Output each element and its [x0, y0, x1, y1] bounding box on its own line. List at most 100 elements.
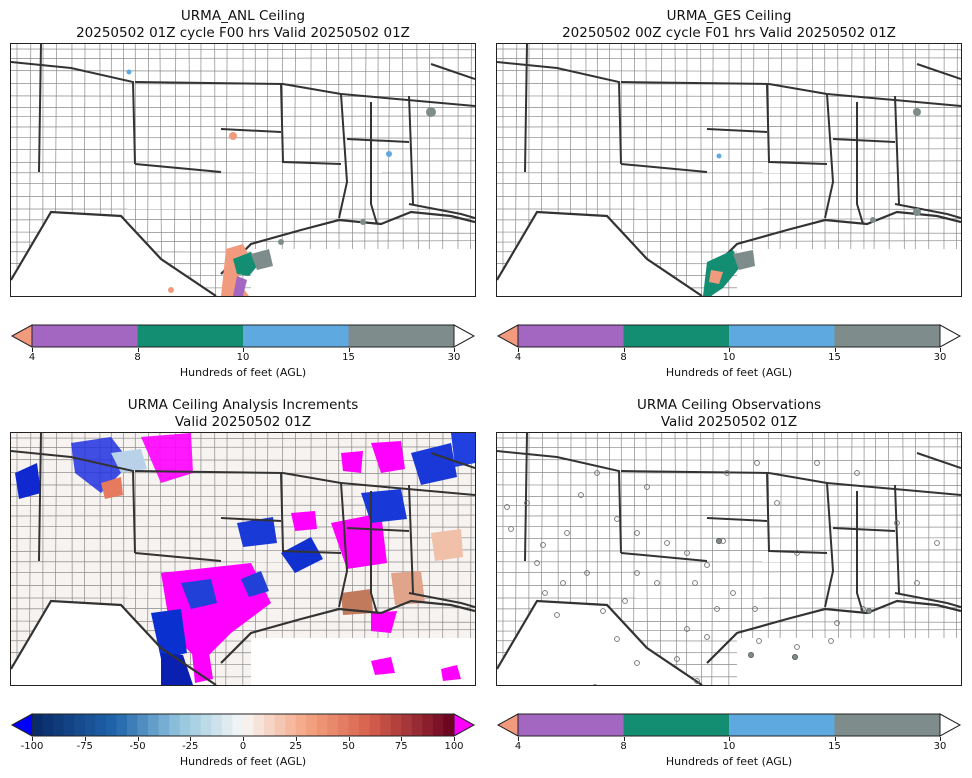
colorbar-segment — [137, 714, 149, 736]
station-marker — [752, 606, 758, 612]
colorbar-frame — [31, 713, 455, 737]
colorbar-segment — [834, 714, 940, 736]
colorbar-observations: 4 8 10 15 30 Hundreds of feet (AGL) — [496, 713, 962, 768]
station-marker — [794, 550, 800, 556]
station-marker — [692, 580, 698, 586]
station-marker — [542, 590, 548, 596]
colorbar-segment — [116, 714, 128, 736]
colorbar-segment — [32, 714, 44, 736]
colorbar-segment — [32, 325, 138, 347]
colorbar-segment — [253, 714, 265, 736]
colorbar-tick-mark — [834, 348, 836, 352]
colorbar-segment — [190, 714, 202, 736]
colorbar-tick-label: 30 — [933, 741, 947, 752]
state-borders — [11, 433, 475, 614]
colorbar-segment — [74, 714, 86, 736]
colorbar-diverging — [10, 713, 476, 737]
colorbar-segment — [359, 714, 371, 736]
station-marker — [554, 612, 560, 618]
colorbar-tick-mark — [243, 348, 244, 352]
map-observations — [496, 432, 962, 686]
county-map — [497, 433, 961, 685]
gulf-water — [737, 249, 961, 296]
ceiling-patches — [703, 108, 921, 296]
station-marker — [860, 606, 866, 612]
station-marker — [540, 542, 546, 548]
colorbar-segment — [306, 714, 318, 736]
colorbar-tick-mark — [401, 737, 403, 741]
gulf-coastline — [497, 210, 961, 296]
station-marker — [684, 626, 690, 632]
station-marker — [634, 530, 640, 536]
colorbar-segment — [285, 714, 297, 736]
colorbar-extend-low — [496, 324, 519, 348]
colorbar-tick-mark — [454, 348, 455, 352]
colorbar-tick-label: 50 — [342, 741, 355, 752]
colorbar-extend-low — [496, 713, 519, 737]
colorbar-segment — [443, 714, 455, 736]
station-marker — [594, 470, 600, 476]
colorbar-tick-label: -75 — [76, 741, 93, 752]
station-marker — [934, 540, 940, 546]
colorbar-frame — [517, 324, 941, 348]
colorbar-segment — [232, 714, 244, 736]
colorbar-segment — [137, 325, 243, 347]
colorbar-tick-label: 0 — [239, 741, 247, 752]
station-marker — [704, 634, 710, 640]
colorbar-segment — [148, 714, 160, 736]
colorbar-tick-label: 10 — [722, 352, 736, 363]
observation-stations — [504, 460, 940, 685]
colorbar-label: Hundreds of feet (AGL) — [179, 366, 307, 379]
colorbar-segment — [623, 714, 729, 736]
colorbar-segment — [369, 714, 381, 736]
colorbar-extend-high — [939, 713, 962, 737]
colorbar-segment — [211, 714, 223, 736]
colorbar-tick-label: 30 — [447, 352, 461, 363]
colorbar-segment — [518, 714, 624, 736]
colorbar-segment — [200, 714, 212, 736]
county-lines — [497, 433, 961, 685]
colorbar-increments: -100 -75 -50 -25 0 25 50 75 100 Hundreds of feet… — [10, 713, 476, 768]
county-map — [11, 44, 475, 296]
increment-patches — [15, 433, 475, 685]
colorbar-tick-label: 10 — [722, 741, 736, 752]
colorbar-segment — [169, 714, 181, 736]
colorbar-tick-mark — [729, 737, 730, 741]
colorbar-segment — [243, 325, 349, 347]
station-marker — [564, 530, 570, 536]
station-marker — [754, 460, 760, 466]
station-marker — [828, 638, 834, 644]
panel-title-line2: 20250502 01Z cycle F00 hrs Valid 2025050… — [76, 25, 410, 41]
state-borders — [497, 44, 961, 225]
colorbar-urma-ges: 4 8 10 15 30 Hundreds of feet (AGL) — [496, 324, 962, 379]
panel-title-line1: URMA_GES Ceiling — [666, 8, 792, 24]
colorbar-label: Hundreds of feet (AGL) — [665, 755, 793, 768]
colorbar-tick-label: 4 — [514, 352, 522, 363]
colorbar-segment — [380, 714, 392, 736]
colorbar-tick-label: 15 — [828, 741, 841, 752]
station-marker — [730, 590, 736, 596]
colorbar-tick-mark — [32, 737, 33, 741]
station-marker-filled — [865, 607, 872, 614]
colorbar-tick-mark — [190, 737, 192, 741]
gulf-coastline — [11, 599, 475, 685]
map-urma-anl — [10, 43, 476, 297]
state-borders — [497, 433, 961, 614]
station-marker-filled — [747, 651, 754, 658]
county-lines — [11, 433, 475, 685]
colorbar-segment — [274, 714, 286, 736]
panel-title-line1: URMA Ceiling Observations — [636, 397, 822, 413]
colorbar-segment — [158, 714, 170, 736]
colorbar-tick-label: 100 — [444, 741, 464, 752]
colorbar-segment — [221, 714, 233, 736]
station-marker — [644, 484, 650, 490]
gulf-water — [251, 249, 475, 296]
station-marker — [714, 606, 720, 612]
colorbar-frame — [31, 324, 455, 348]
colorbar-label: Hundreds of feet (AGL) — [179, 755, 307, 768]
colorbar-extend-high — [453, 324, 476, 348]
colorbar-tick-mark — [623, 348, 625, 352]
station-marker — [614, 636, 620, 642]
colorbar-tick-mark — [729, 348, 730, 352]
station-marker — [756, 638, 762, 644]
